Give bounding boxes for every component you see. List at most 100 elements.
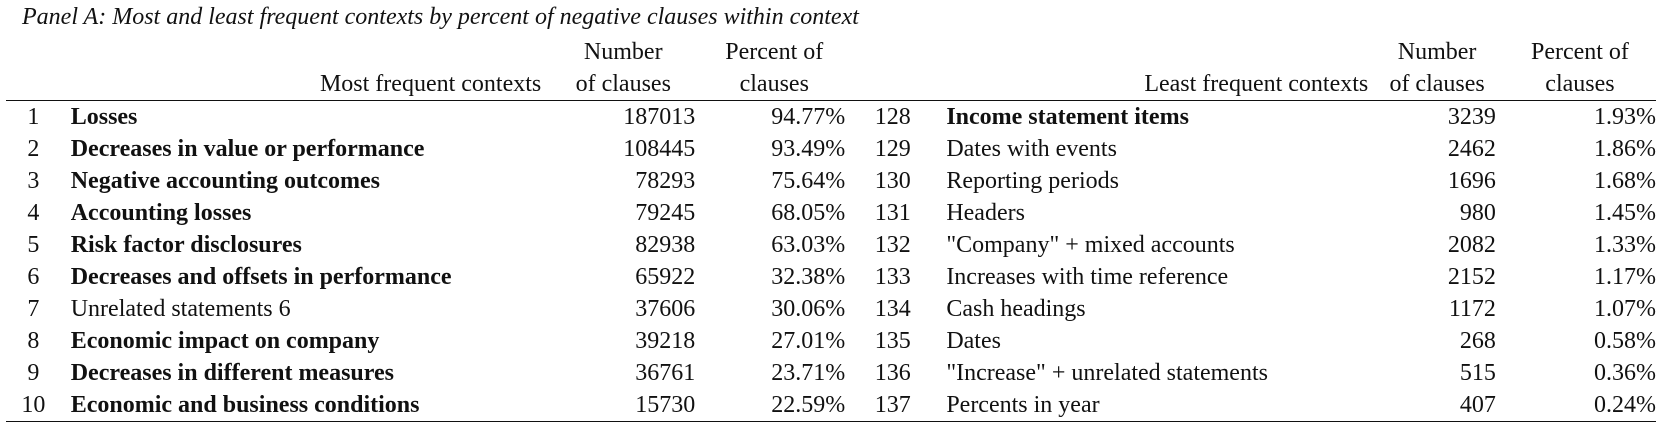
percent-least: 1.93% (1594, 104, 1656, 130)
clauses-least: 2082 (1447, 232, 1496, 258)
clauses-least: 980 (1459, 200, 1496, 226)
header-number-least-line2: of clauses (1378, 68, 1504, 101)
context-most: Unrelated statements 6 (70, 296, 291, 322)
context-most: Economic and business conditions (60, 389, 552, 422)
context-least: Increases with time reference (946, 264, 1229, 290)
percent-most: 32.38% (771, 264, 846, 290)
context-most: Losses (70, 104, 138, 130)
clauses-least: 2152 (1447, 264, 1496, 290)
clauses-most: 65922 (635, 264, 696, 290)
table-row: 4 Accounting losses 79245 68.05% 131 Headers 9… (6, 197, 1656, 229)
context-least: Headers (946, 200, 1025, 226)
clauses-most: 187013 (623, 104, 696, 130)
table-row: 3 Negative accounting outcomes 78293 75.64%… (6, 165, 1656, 197)
rank-least: 134 (874, 296, 911, 322)
rank-least: 132 (874, 232, 911, 258)
panel-title: Panel A: Most and least frequent context… (22, 4, 859, 30)
context-least: Dates (946, 328, 1001, 354)
percent-least: 1.45% (1594, 200, 1656, 226)
table-body: 1 Losses 187013 94.77% 128 Income statement i… (6, 101, 1656, 422)
percent-least: 1.17% (1594, 264, 1656, 290)
rank-least: 128 (874, 104, 911, 130)
header-row-top: Number Percent of Number Percent of (6, 36, 1656, 68)
header-rank-most (6, 36, 61, 68)
context-most: Negative accounting outcomes (70, 168, 380, 194)
context-most: Decreases in value or performance (70, 136, 425, 162)
rank-least: 136 (874, 360, 911, 386)
rank-least: 133 (874, 264, 911, 290)
percent-least: 1.68% (1594, 168, 1656, 194)
context-least: Cash headings (946, 296, 1086, 322)
percent-least: 1.86% (1594, 136, 1656, 162)
context-most: Risk factor disclosures (70, 232, 302, 258)
table-row: 1 Losses 187013 94.77% 128 Income statement i… (6, 101, 1656, 134)
rank-most: 3 (27, 168, 40, 194)
header-spacer-least (932, 36, 1378, 68)
header-spacer-most (61, 36, 552, 68)
header-number-most-line2: of clauses (551, 68, 704, 101)
header-rank-least-bottom (853, 68, 933, 101)
percent-most: 27.01% (771, 328, 846, 354)
header-percent-least-line2: clauses (1503, 68, 1656, 101)
header-rank-least (853, 36, 932, 68)
clauses-least: 3239 (1447, 104, 1496, 130)
table-row: 9 Decreases in different measures 36761 23.… (6, 357, 1656, 389)
table-row: 2 Decreases in value or performance 108445… (6, 133, 1656, 165)
clauses-least: 515 (1459, 360, 1496, 386)
table-row: 8 Economic impact on company 39218 27.01% 13… (6, 325, 1656, 357)
clauses-least: 268 (1459, 328, 1496, 354)
rank-least: 130 (874, 168, 911, 194)
percent-least: 0.36% (1594, 360, 1656, 386)
clauses-most: 79245 (635, 200, 696, 226)
percent-most: 93.49% (771, 136, 846, 162)
percent-most: 75.64% (771, 168, 846, 194)
header-number-most-line1: Number (583, 39, 663, 65)
clauses-most: 36761 (635, 360, 696, 386)
clauses-most: 108445 (623, 136, 696, 162)
header-rank-most-bottom (6, 68, 61, 101)
context-least: Percents in year (932, 389, 1379, 422)
percent-least: 0.58% (1594, 328, 1656, 354)
rank-most: 8 (27, 328, 40, 354)
header-percent-most-line1: Percent of (725, 39, 824, 65)
header-row-bottom: Most frequent contexts of clauses clause… (6, 68, 1656, 101)
percent-least: 1.07% (1594, 296, 1656, 322)
clauses-least: 2462 (1447, 136, 1496, 162)
rank-most: 5 (27, 232, 40, 258)
rank-least: 137 (853, 389, 933, 422)
table-row: 7 Unrelated statements 6 37606 30.06% 134 Cas… (6, 293, 1656, 325)
percent-most: 30.06% (771, 296, 846, 322)
percent-least: 1.33% (1594, 232, 1656, 258)
rank-least: 131 (874, 200, 911, 226)
header-least-frequent: Least frequent contexts (932, 68, 1379, 101)
percent-most: 63.03% (771, 232, 846, 258)
rank-most: 7 (27, 296, 40, 322)
table-row: 10 Economic and business conditions 15730 2… (6, 389, 1656, 422)
context-most: Economic impact on company (70, 328, 380, 354)
rank-most: 9 (27, 360, 40, 386)
rank-most: 4 (27, 200, 40, 226)
context-most: Decreases and offsets in performance (70, 264, 452, 290)
context-most: Decreases in different measures (70, 360, 394, 386)
clauses-most: 78293 (635, 168, 696, 194)
percent-least: 0.24% (1503, 389, 1656, 422)
table-row: 6 Decreases and offsets in performance 659… (6, 261, 1656, 293)
clauses-least: 407 (1378, 389, 1504, 422)
context-least: "Increase" + unrelated statements (946, 360, 1268, 386)
clauses-least: 1172 (1448, 296, 1496, 322)
contexts-table: Number Percent of Number Percent of Most… (6, 36, 1656, 422)
table-header: Number Percent of Number Percent of Most… (6, 36, 1656, 101)
percent-most: 94.77% (771, 104, 846, 130)
percent-most: 68.05% (771, 200, 846, 226)
header-most-frequent: Most frequent contexts (60, 68, 552, 101)
context-least: Income statement items (946, 104, 1189, 130)
rank-least: 129 (874, 136, 911, 162)
clauses-most: 15730 (551, 389, 704, 422)
rank-most: 1 (27, 104, 40, 130)
percent-most: 22.59% (703, 389, 854, 422)
rank-most: 2 (27, 136, 40, 162)
rank-most: 6 (27, 264, 40, 290)
clauses-most: 39218 (635, 328, 696, 354)
context-least: "Company" + mixed accounts (946, 232, 1235, 258)
rank-most: 10 (6, 389, 61, 422)
